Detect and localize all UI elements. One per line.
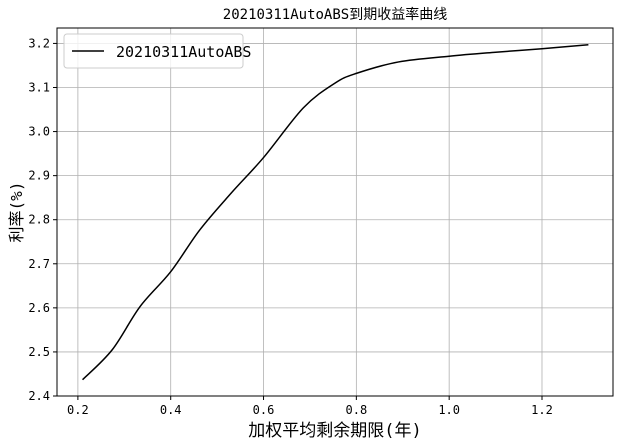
y-tick-label: 2.5: [28, 345, 50, 359]
y-tick-label: 2.7: [28, 257, 50, 271]
legend: 20210311AutoABS: [63, 33, 251, 69]
y-tick-label: 2.4: [28, 389, 50, 403]
y-tick-label: 3.2: [28, 36, 50, 50]
y-tick-label: 2.9: [28, 169, 50, 183]
chart-title: 20210311AutoABS到期收益率曲线: [223, 6, 447, 23]
plot-frame: [56, 27, 614, 397]
y-tick-label: 2.8: [28, 213, 50, 227]
legend-box: [63, 33, 244, 69]
x-tick-label: 0.8: [346, 403, 368, 417]
grid: [57, 28, 613, 397]
x-tick-label: 1.0: [438, 403, 460, 417]
x-tick-label: 0.4: [160, 403, 182, 417]
x-tick-label: 0.6: [253, 403, 275, 417]
x-tick-label: 0.2: [67, 403, 89, 417]
series: [81, 44, 589, 381]
y-tick-label: 2.6: [28, 301, 50, 315]
y-tick-label: 3.0: [28, 125, 50, 139]
ticks: 0.2 0.4 0.6 0.8 1.0 1.2 2.4 2.5 2.6 2.7 2.8 2.9 3.0 3…: [28, 36, 553, 417]
legend-label: 20210311AutoABS: [116, 43, 251, 61]
y-axis-label: 利率(%): [7, 182, 26, 243]
series-line: [81, 44, 589, 381]
x-tick-label: 1.2: [531, 403, 553, 417]
x-axis-label: 加权平均剩余期限(年): [248, 421, 421, 441]
y-tick-label: 3.1: [28, 80, 50, 94]
